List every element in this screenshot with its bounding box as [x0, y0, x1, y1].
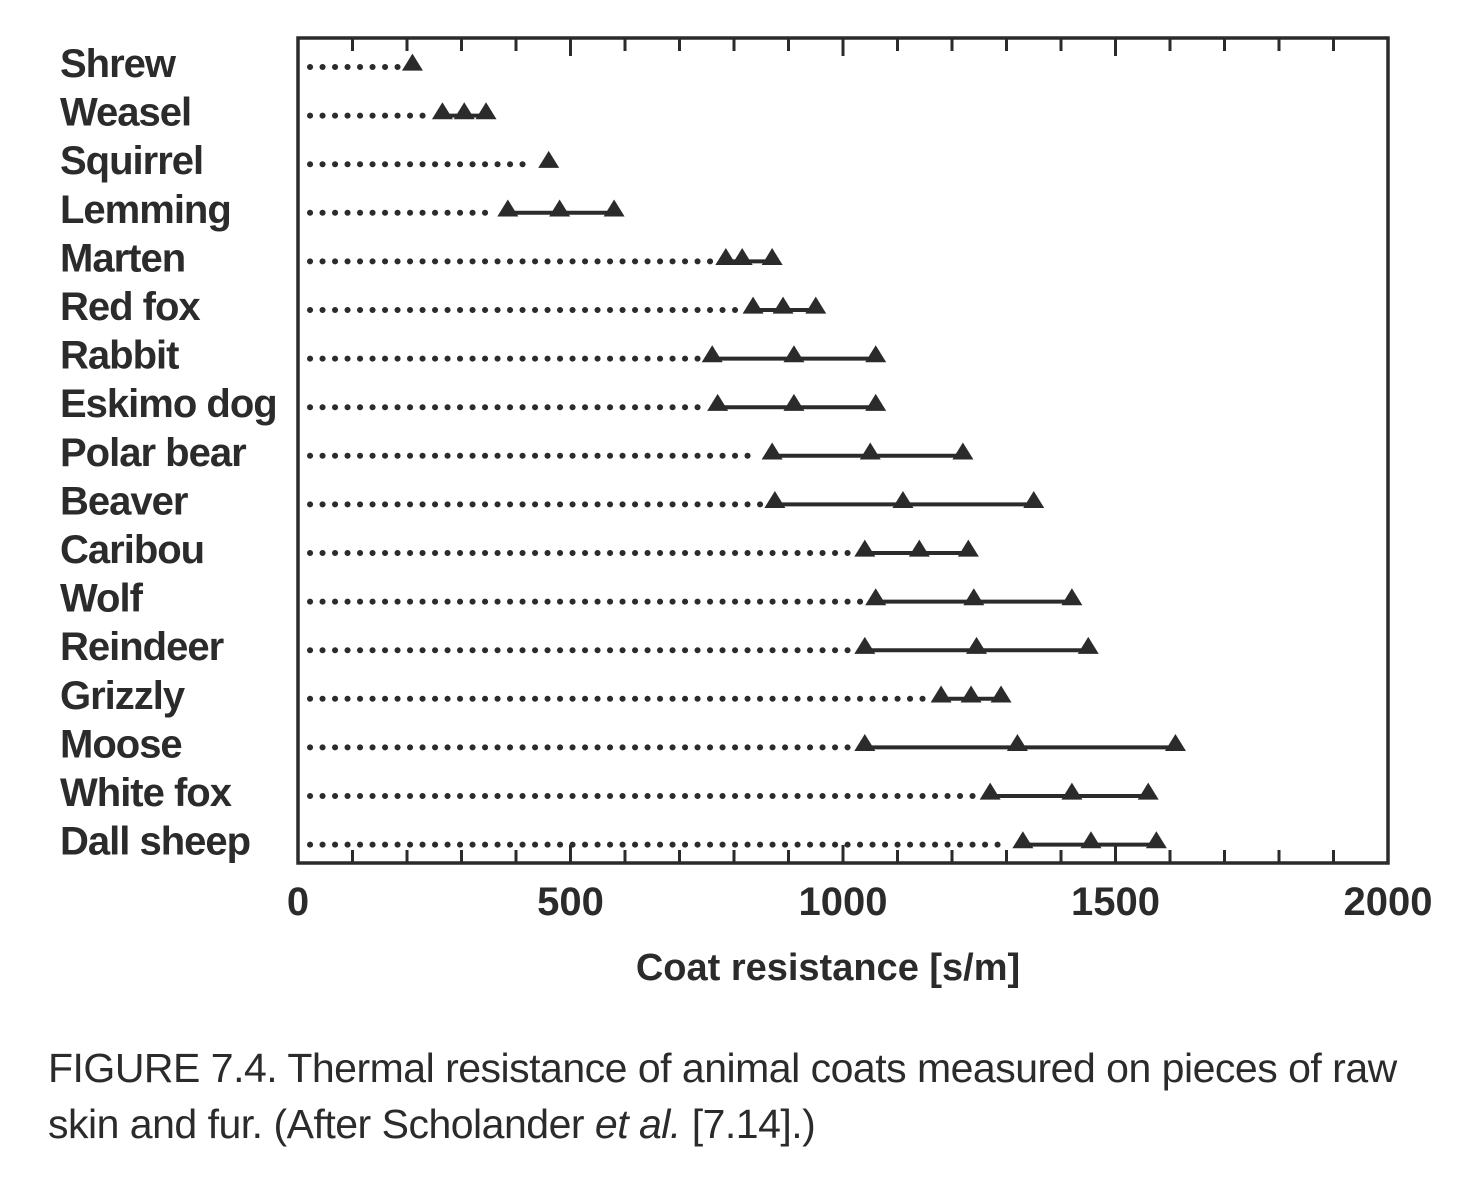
marker-high-white-fox [1137, 782, 1159, 800]
x-axis-label: Coat resistance [s/m] [636, 947, 1020, 989]
row-label-dall-sheep: Dall sheep [60, 820, 250, 864]
row-label-marten: Marten [60, 236, 185, 280]
marker-mid-reindeer [966, 636, 988, 654]
marker-high-caribou [957, 539, 979, 557]
caption-prefix: FIGURE 7.4. Thermal resistance of animal… [48, 1045, 1397, 1147]
x-tick-label-500: 500 [537, 880, 604, 924]
marker-high-lemming [603, 199, 625, 217]
marker-mid-wolf [963, 588, 985, 606]
marker-low-lemming [497, 199, 519, 217]
marker-mid-weasel [453, 102, 475, 120]
row-label-lemming: Lemming [60, 188, 231, 232]
marker-high-polar-bear [952, 442, 974, 460]
row-label-squirrel: Squirrel [60, 139, 203, 183]
row-label-polar-bear: Polar bear [60, 431, 246, 475]
marker-high-weasel [475, 102, 497, 120]
marker-low-grizzly [930, 685, 952, 703]
caption-suffix: [7.14].) [680, 1101, 816, 1147]
marker-mid-grizzly [960, 685, 982, 703]
marker-mid-eskimo-dog [783, 393, 805, 411]
marker-low-beaver [764, 491, 786, 509]
marker-mid-lemming [549, 199, 571, 217]
chart: 0 500 1000 1500 2000 Coat resistance [s/m] Shr… [60, 36, 1433, 989]
row-label-eskimo-dog: Eskimo dog [60, 382, 277, 426]
x-tick-label-2000: 2000 [1344, 880, 1433, 924]
marker-low-squirrel [538, 150, 560, 168]
marker-mid-white-fox [1061, 782, 1083, 800]
marker-low-weasel [431, 102, 453, 120]
marker-mid-dall-sheep [1080, 831, 1102, 849]
row-label-red-fox: Red fox [60, 285, 200, 329]
marker-low-shrew [401, 53, 423, 71]
marker-low-rabbit [701, 345, 723, 363]
marker-high-wolf [1061, 588, 1083, 606]
marker-mid-rabbit [783, 345, 805, 363]
marker-high-moose [1164, 734, 1186, 752]
row-label-weasel: Weasel [60, 91, 191, 135]
figure-caption: FIGURE 7.4. Thermal resistance of animal… [48, 1040, 1428, 1152]
marker-low-polar-bear [761, 442, 783, 460]
marker-high-rabbit [865, 345, 887, 363]
marker-high-dall-sheep [1145, 831, 1167, 849]
row-label-white-fox: White fox [60, 771, 232, 815]
row-label-wolf: Wolf [60, 577, 144, 621]
x-tick-label-0: 0 [287, 880, 309, 924]
marker-high-eskimo-dog [865, 393, 887, 411]
marker-mid-caribou [908, 539, 930, 557]
x-tick-label-1000: 1000 [799, 880, 888, 924]
marker-mid-marten [731, 248, 753, 266]
row-label-moose: Moose [60, 722, 182, 766]
marker-low-eskimo-dog [707, 393, 729, 411]
marker-low-red-fox [742, 296, 764, 314]
marker-high-red-fox [805, 296, 827, 314]
marker-high-grizzly [990, 685, 1012, 703]
marker-low-caribou [854, 539, 876, 557]
marker-high-beaver [1023, 491, 1045, 509]
marker-low-marten [715, 248, 737, 266]
row-label-caribou: Caribou [60, 528, 204, 572]
row-label-beaver: Beaver [60, 479, 188, 523]
marker-mid-moose [1006, 734, 1028, 752]
marker-low-wolf [865, 588, 887, 606]
marker-low-reindeer [854, 636, 876, 654]
marker-mid-polar-bear [859, 442, 881, 460]
marker-mid-red-fox [772, 296, 794, 314]
marker-low-moose [854, 734, 876, 752]
row-label-rabbit: Rabbit [60, 334, 179, 378]
marker-high-marten [761, 248, 783, 266]
marker-low-white-fox [979, 782, 1001, 800]
row-label-shrew: Shrew [60, 42, 177, 86]
marker-low-dall-sheep [1012, 831, 1034, 849]
marker-mid-beaver [892, 491, 914, 509]
x-tick-label-1500: 1500 [1071, 880, 1160, 924]
row-label-grizzly: Grizzly [60, 674, 186, 718]
row-label-reindeer: Reindeer [60, 625, 224, 669]
marker-high-reindeer [1077, 636, 1099, 654]
caption-italic: et al. [594, 1101, 681, 1147]
